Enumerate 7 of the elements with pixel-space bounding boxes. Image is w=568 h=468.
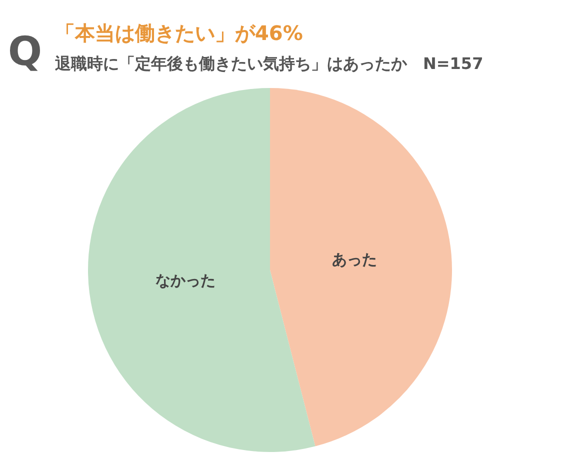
q-mark: Q (8, 32, 42, 72)
slice-label: なかった (156, 272, 216, 290)
pie-slice (88, 88, 316, 452)
slice-label: あった (332, 250, 377, 268)
chart-subtitle: 退職時に「定年後も働きたい気持ち」はあったか N=157 (54, 54, 484, 73)
chart-title: 「本当は働きたい」が46% (55, 21, 303, 45)
pie-slice (270, 88, 452, 446)
